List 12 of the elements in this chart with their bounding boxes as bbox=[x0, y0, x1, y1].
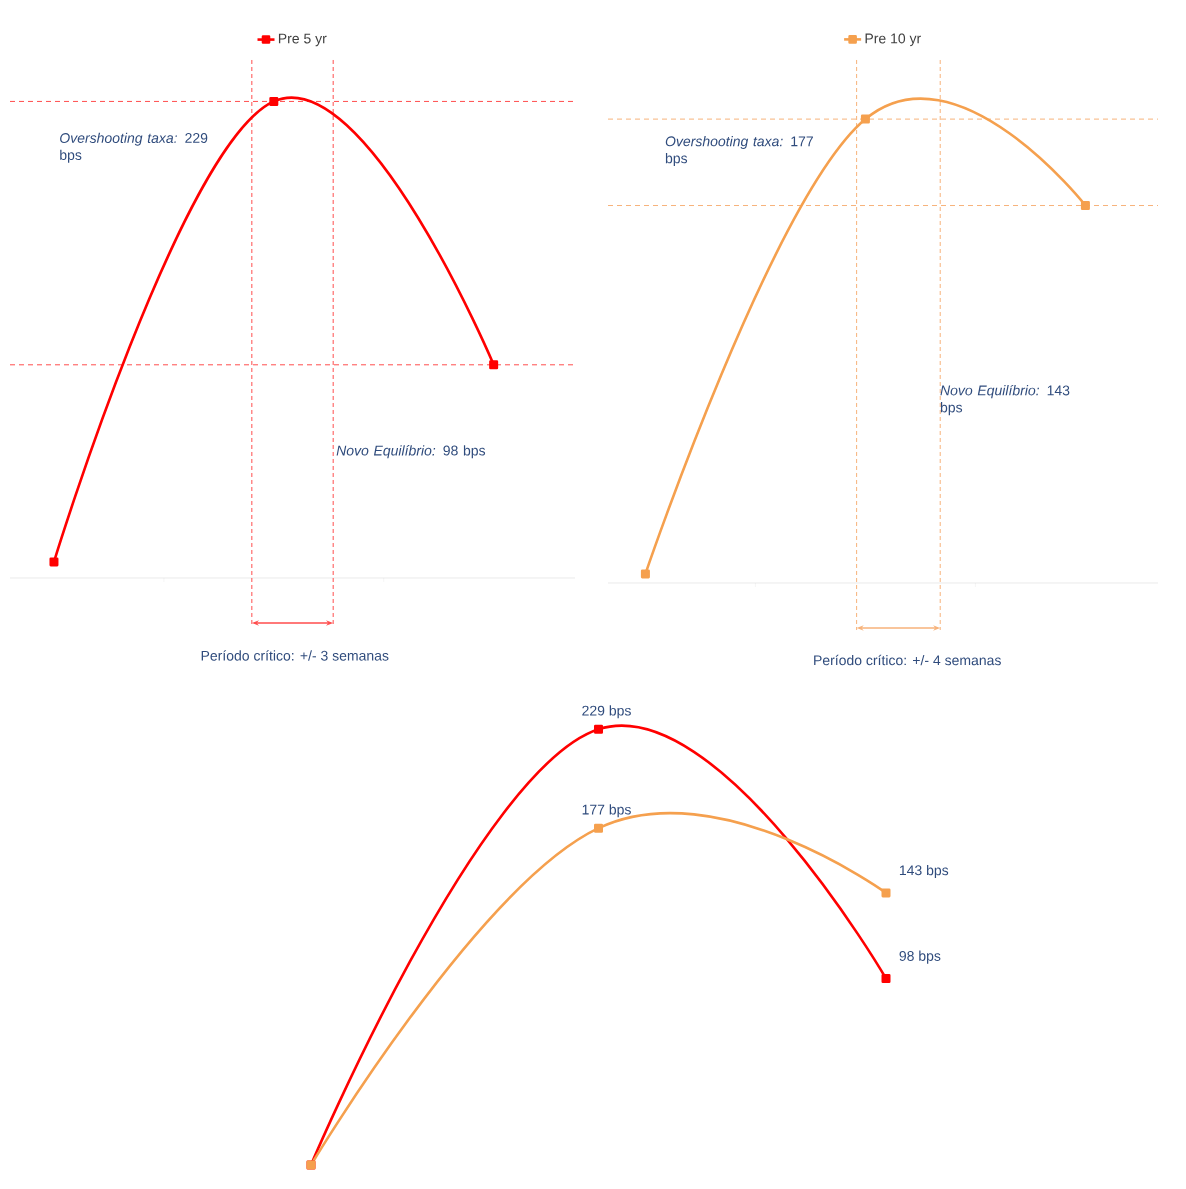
text: Overshooting taxa: 229 bps bbox=[60, 132, 208, 163]
data-label: 177 bps bbox=[582, 804, 631, 818]
text: Overshooting taxa: 177 bps bbox=[665, 135, 813, 167]
text: Período crítico: +/- 4 semanas bbox=[814, 654, 1001, 666]
data-label: 143 bps bbox=[899, 864, 949, 879]
data-label: 98 bps bbox=[899, 950, 941, 964]
text: Período crítico: +/- 3 semanas bbox=[201, 650, 389, 661]
text: Novo Equilíbrio: 143 bps bbox=[940, 384, 1070, 416]
legend-label: Pre 10 yr bbox=[865, 33, 921, 47]
annotation: Novo Equilíbrio: 98 bps bbox=[336, 445, 486, 459]
legend-label: Pre 5 yr bbox=[278, 33, 327, 47]
data-label: 229 bps bbox=[582, 705, 631, 719]
